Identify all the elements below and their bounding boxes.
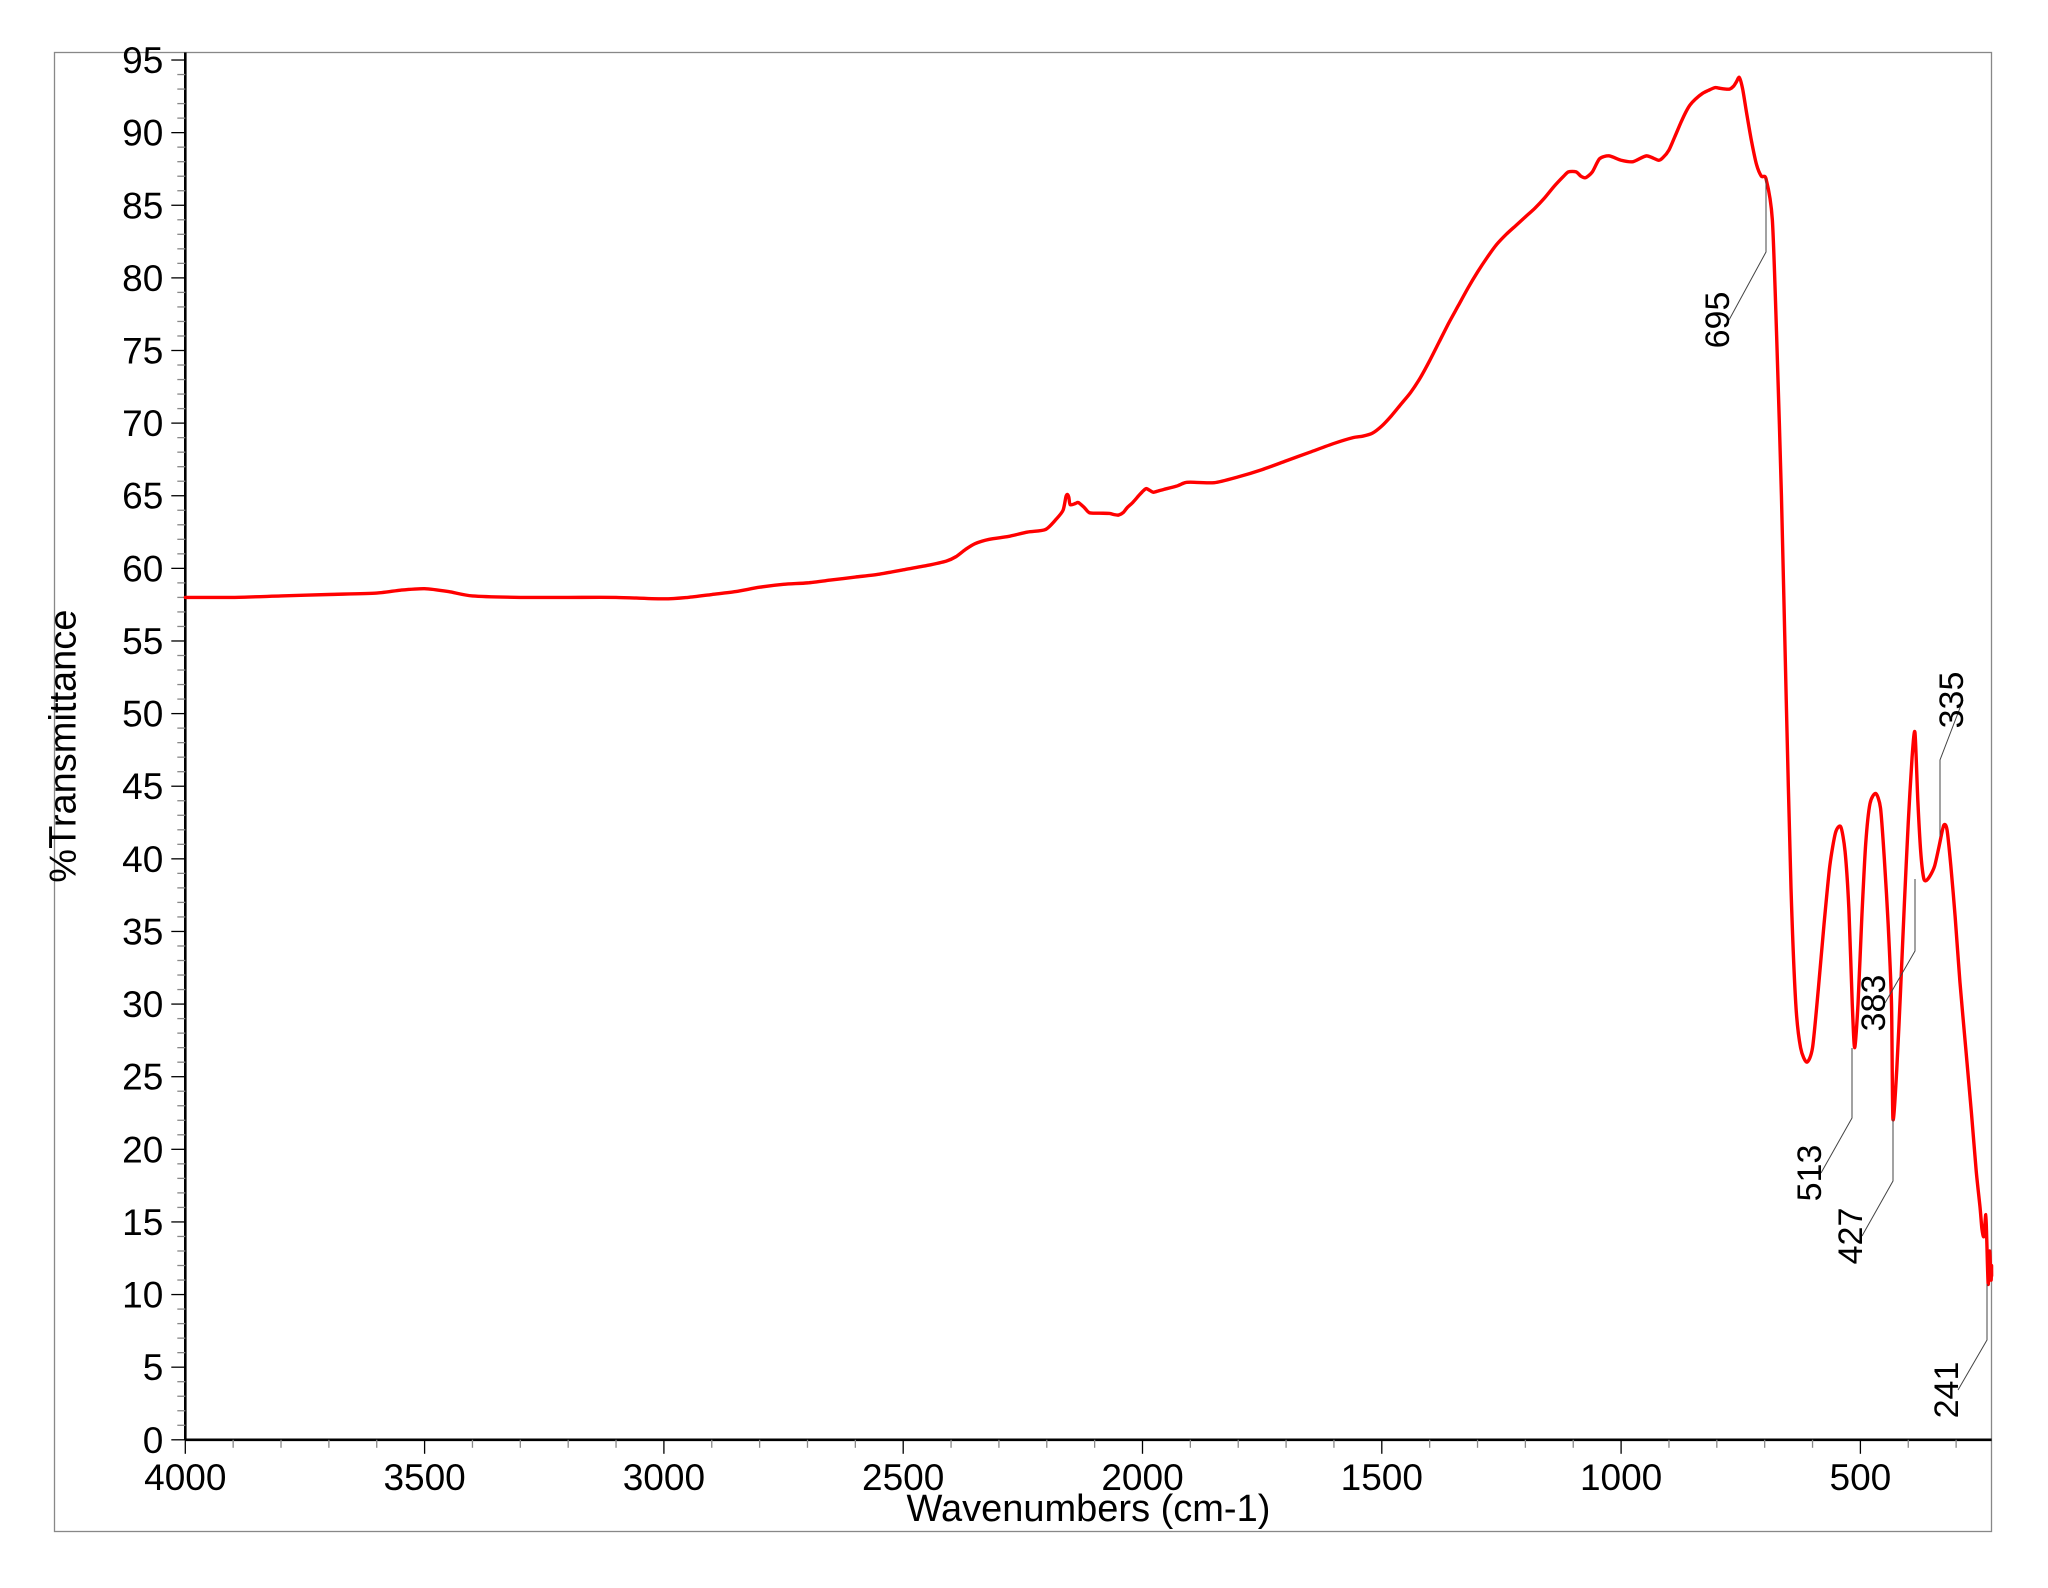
svg-text:75: 75 [122,331,163,372]
svg-text:241: 241 [1928,1362,1966,1419]
svg-text:1500: 1500 [1341,1457,1423,1498]
svg-text:70: 70 [122,403,163,444]
svg-text:3500: 3500 [383,1457,465,1498]
svg-text:513: 513 [1791,1145,1829,1202]
svg-text:3000: 3000 [623,1457,705,1498]
svg-text:%Transmittance: %Transmittance [42,610,84,883]
svg-text:0: 0 [143,1420,164,1461]
svg-text:85: 85 [122,185,163,226]
svg-text:60: 60 [122,548,163,589]
svg-text:383: 383 [1855,975,1893,1032]
svg-text:5: 5 [143,1347,164,1388]
svg-text:500: 500 [1830,1457,1892,1498]
svg-text:10: 10 [122,1275,163,1316]
svg-text:15: 15 [122,1202,163,1243]
svg-text:695: 695 [1699,292,1737,349]
svg-text:427: 427 [1832,1208,1870,1265]
svg-text:50: 50 [122,694,163,735]
svg-text:4000: 4000 [144,1457,226,1498]
svg-text:40: 40 [122,839,163,880]
svg-text:90: 90 [122,113,163,154]
svg-text:95: 95 [122,40,163,81]
svg-text:335: 335 [1933,672,1971,729]
svg-text:80: 80 [122,258,163,299]
svg-text:30: 30 [122,984,163,1025]
svg-text:55: 55 [122,621,163,662]
svg-text:35: 35 [122,911,163,952]
svg-text:45: 45 [122,766,163,807]
svg-text:1000: 1000 [1580,1457,1662,1498]
svg-text:65: 65 [122,476,163,517]
svg-text:25: 25 [122,1057,163,1098]
svg-text:20: 20 [122,1129,163,1170]
svg-text:Wavenumbers (cm-1): Wavenumbers (cm-1) [907,1488,1271,1530]
